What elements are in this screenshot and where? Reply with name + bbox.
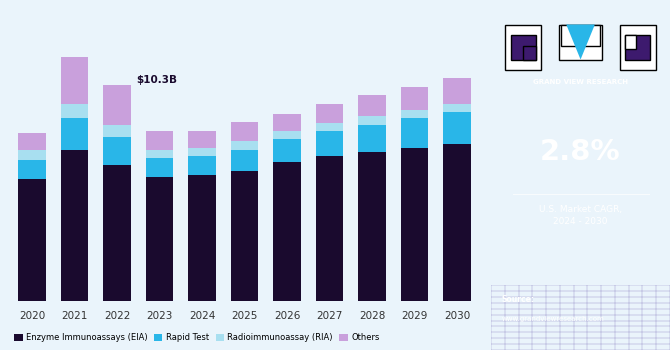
Bar — [443, 144, 471, 301]
Bar — [103, 164, 131, 301]
Bar — [443, 112, 471, 144]
Bar — [146, 131, 174, 150]
Bar — [146, 177, 174, 301]
Bar — [61, 104, 88, 118]
FancyBboxPatch shape — [511, 35, 536, 60]
Bar — [61, 57, 88, 104]
Bar — [358, 95, 386, 116]
Bar — [273, 162, 301, 301]
FancyBboxPatch shape — [505, 25, 541, 70]
Bar — [401, 118, 428, 148]
Bar — [316, 104, 343, 122]
Bar — [61, 118, 88, 150]
Legend: Enzyme Immunoassays (EIA), Rapid Test, Radioimmunoassay (RIA), Others: Enzyme Immunoassays (EIA), Rapid Test, R… — [11, 330, 383, 346]
FancyBboxPatch shape — [523, 46, 536, 60]
Text: 2.8%: 2.8% — [540, 138, 621, 166]
Bar — [188, 131, 216, 148]
Bar — [18, 160, 46, 179]
Bar — [358, 125, 386, 152]
Bar — [273, 114, 301, 131]
Bar — [188, 175, 216, 301]
Bar — [316, 131, 343, 156]
Bar — [273, 131, 301, 139]
Bar — [273, 139, 301, 162]
Bar — [103, 137, 131, 164]
Bar — [316, 156, 343, 301]
Bar — [316, 122, 343, 131]
FancyBboxPatch shape — [620, 25, 656, 70]
Bar — [358, 116, 386, 125]
Polygon shape — [566, 25, 595, 60]
Bar — [188, 148, 216, 156]
Bar — [18, 133, 46, 150]
Bar — [401, 148, 428, 301]
Bar — [188, 156, 216, 175]
Bar — [230, 122, 259, 141]
Text: $10.3B: $10.3B — [136, 75, 178, 85]
Bar — [401, 110, 428, 118]
Bar — [18, 150, 46, 160]
Bar — [18, 179, 46, 301]
FancyBboxPatch shape — [559, 25, 602, 60]
Bar — [103, 85, 131, 125]
Bar — [146, 150, 174, 158]
Bar — [103, 125, 131, 137]
Text: Source:: Source: — [502, 295, 535, 304]
FancyBboxPatch shape — [625, 35, 636, 49]
Bar — [358, 152, 386, 301]
Bar — [443, 78, 471, 104]
FancyBboxPatch shape — [625, 35, 651, 60]
Text: www.grandviewresearch.com: www.grandviewresearch.com — [502, 316, 604, 322]
Text: U.S. Market CAGR,
2024 - 2030: U.S. Market CAGR, 2024 - 2030 — [539, 205, 622, 226]
Text: GRAND VIEW RESEARCH: GRAND VIEW RESEARCH — [533, 79, 628, 85]
Bar — [443, 104, 471, 112]
Bar — [230, 171, 259, 301]
Bar — [230, 150, 259, 171]
Bar — [146, 158, 174, 177]
Bar — [230, 141, 259, 150]
Bar — [401, 87, 428, 110]
FancyBboxPatch shape — [561, 25, 600, 46]
Bar — [61, 150, 88, 301]
